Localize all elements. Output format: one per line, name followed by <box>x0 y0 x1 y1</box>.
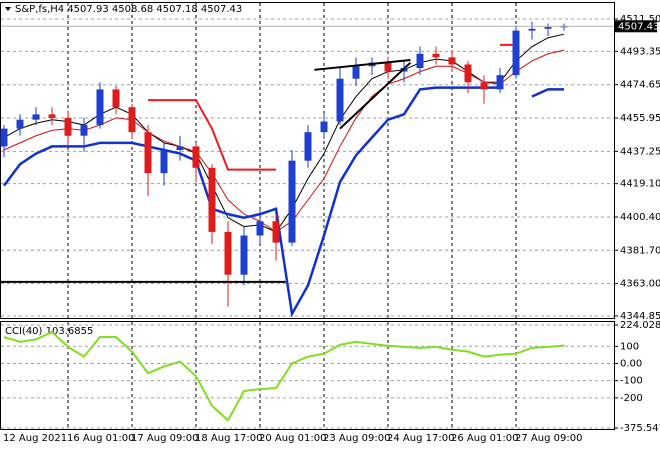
y-tick-label: -200 <box>620 393 643 404</box>
indicator-line <box>3 49 565 233</box>
candle-body <box>320 121 328 133</box>
candle-body <box>448 57 456 65</box>
cci-line <box>3 330 565 422</box>
candle-body <box>432 53 440 58</box>
indicator-line <box>531 88 564 98</box>
candle-body <box>480 82 488 90</box>
x-tick-label: 23 Aug 09:00 <box>323 433 390 444</box>
y-tick-label: 4437.25 <box>620 146 660 157</box>
cci-panel <box>0 321 615 430</box>
y-tick-label: 0.00 <box>620 358 642 369</box>
last-price-label: 4507.43 <box>618 21 659 32</box>
indicator-line <box>3 33 565 233</box>
indicator-title: CCI(40) 103.6855 <box>5 326 93 337</box>
candle-body <box>208 167 216 232</box>
candle-body <box>240 235 248 275</box>
y-tick-label: 4400.40 <box>620 212 660 223</box>
candle-body <box>32 114 40 120</box>
y-tick-label: 4493.35 <box>620 46 660 57</box>
y-tick-label: 4455.95 <box>620 113 660 124</box>
y-tick-label: 4474.65 <box>620 80 660 91</box>
y-tick-label: 4511.50 <box>620 14 660 25</box>
candle-body <box>224 231 232 275</box>
candle-body <box>256 221 264 236</box>
price-panel <box>0 2 615 319</box>
y-tick-label: -375.5478 <box>620 423 660 434</box>
candle-body <box>64 117 72 136</box>
y-tick-label: 4344.85 <box>620 311 660 322</box>
candle-body <box>160 149 168 174</box>
candle-body <box>16 119 24 129</box>
x-tick-label: 17 Aug 09:00 <box>131 433 198 444</box>
candle-body <box>272 221 280 243</box>
candle-body <box>48 114 56 118</box>
y-tick-label: -100 <box>620 376 643 387</box>
menu-arrow <box>5 7 11 11</box>
candle-body <box>80 125 88 136</box>
candle-body <box>176 146 184 150</box>
x-tick-label: 27 Aug 09:00 <box>515 433 582 444</box>
y-tick-label: 4363.00 <box>620 279 660 290</box>
y-tick-label: 100 <box>620 341 639 352</box>
indicator-line <box>2 86 500 318</box>
y-tick-label: 4381.70 <box>620 245 660 256</box>
x-tick-label: 12 Aug 2021 <box>3 433 67 444</box>
candle-body <box>528 28 536 31</box>
x-tick-label: 24 Aug 17:00 <box>387 433 454 444</box>
candle-body <box>96 89 104 126</box>
candle-body <box>336 78 344 122</box>
candle-body <box>128 107 136 133</box>
candle-body <box>384 62 392 72</box>
x-tick-label: 18 Aug 17:00 <box>195 433 262 444</box>
x-tick-label: 26 Aug 01:00 <box>451 433 518 444</box>
x-tick-label: 20 Aug 01:00 <box>259 433 326 444</box>
candle-body <box>416 53 424 69</box>
candle-body <box>0 128 8 147</box>
x-tick-label: 16 Aug 01:00 <box>67 433 134 444</box>
y-tick-label: 224.028 <box>620 320 660 331</box>
last-price-box <box>615 20 657 33</box>
candle-body <box>304 132 312 161</box>
trend-line <box>339 61 412 130</box>
candle-body <box>512 30 520 76</box>
indicator-line <box>148 99 276 171</box>
candle-body <box>288 160 296 243</box>
y-tick-label: 4419.10 <box>620 179 660 190</box>
candle-body <box>544 27 552 29</box>
candle-body <box>112 89 120 108</box>
candle-body <box>464 64 472 83</box>
candle-body <box>192 146 200 168</box>
candle-body <box>496 75 504 90</box>
trend-line <box>314 59 411 71</box>
chart-title: S&P,fs,H4 4507.93 4508.68 4507.18 4507.4… <box>15 4 242 15</box>
candle-body <box>144 132 152 174</box>
candle-body <box>352 66 360 79</box>
